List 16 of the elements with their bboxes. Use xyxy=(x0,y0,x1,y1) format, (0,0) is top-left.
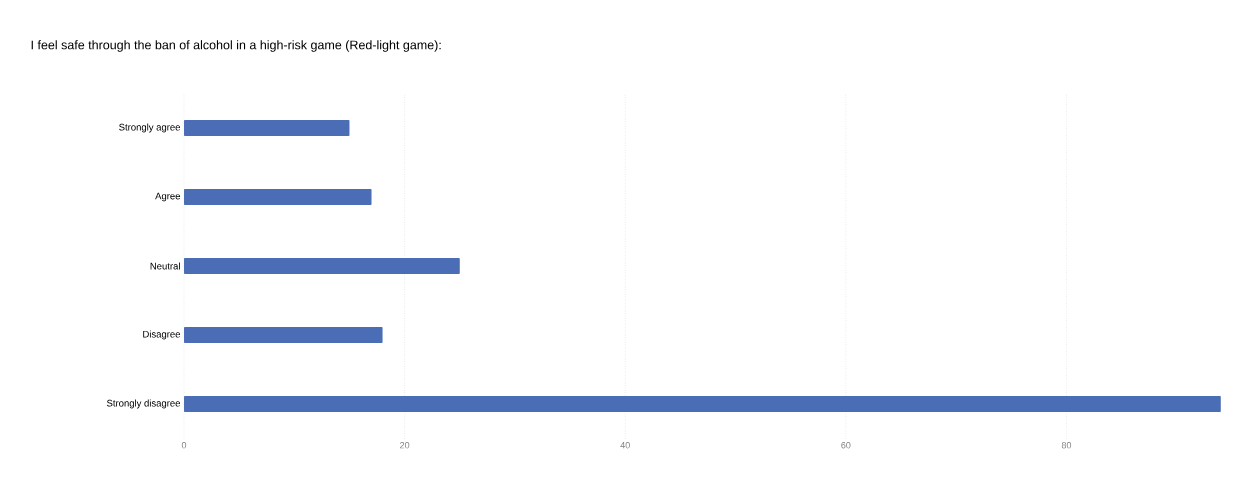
y-tick-label: Strongly disagree xyxy=(106,399,181,409)
y-tick-label: Disagree xyxy=(143,330,181,340)
bar xyxy=(184,327,383,343)
x-tick-label: 60 xyxy=(841,442,851,449)
x-tick-label: 20 xyxy=(400,442,410,449)
y-tick-label: Neutral xyxy=(150,262,180,270)
bar xyxy=(184,258,460,274)
bar xyxy=(184,189,372,205)
y-tick-label: Agree xyxy=(155,192,181,202)
y-tick-label: Strongly agree xyxy=(119,123,181,133)
chart-title: I feel safe through the ban of alcohol in a high-risk game (Red-light game): xyxy=(31,40,441,52)
x-tick-label: 40 xyxy=(620,442,630,449)
bar xyxy=(184,396,1221,412)
x-tick-label: 0 xyxy=(181,442,187,449)
x-tick-label: 80 xyxy=(1061,442,1072,449)
bar xyxy=(184,120,350,136)
